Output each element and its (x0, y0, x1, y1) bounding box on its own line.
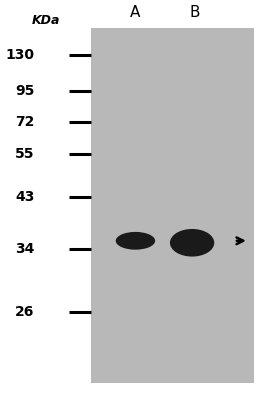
Text: A: A (130, 5, 141, 20)
Text: KDa: KDa (32, 14, 60, 27)
Text: 26: 26 (15, 305, 34, 319)
Text: 72: 72 (15, 116, 34, 130)
Text: B: B (189, 5, 200, 20)
Text: 43: 43 (15, 190, 34, 204)
FancyBboxPatch shape (91, 28, 254, 383)
Text: 55: 55 (15, 147, 34, 161)
Text: 95: 95 (15, 84, 34, 98)
Ellipse shape (170, 229, 214, 256)
Text: 34: 34 (15, 242, 34, 256)
Ellipse shape (116, 232, 155, 250)
Text: 130: 130 (5, 48, 34, 62)
